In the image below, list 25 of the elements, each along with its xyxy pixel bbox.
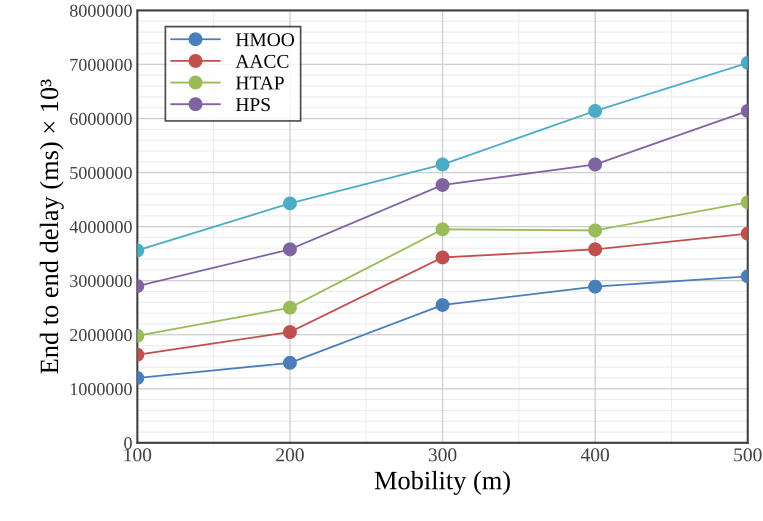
point — [436, 298, 450, 312]
legend-label: HTAP — [236, 76, 284, 90]
point — [436, 178, 450, 192]
point — [436, 158, 450, 172]
y-tick-label: 8000000 — [70, 4, 132, 17]
y-tick-label: 1000000 — [70, 383, 132, 396]
y-tick-label: 0 — [124, 437, 132, 450]
x-tick-label: 500 — [734, 448, 762, 462]
point — [436, 222, 450, 236]
x-tick-label: 100 — [124, 448, 152, 462]
legend-label: HMOO — [236, 33, 294, 46]
y-tick-label: 5000000 — [70, 166, 132, 180]
y-tick-label: 6000000 — [70, 112, 132, 125]
y-axis-title: End to end delay (ms) × 10³ — [40, 79, 64, 374]
y-tick-label: 3000000 — [70, 274, 132, 288]
y-tick-label: 7000000 — [70, 58, 132, 71]
point — [436, 250, 450, 264]
x-tick-label: 200 — [276, 448, 304, 462]
x-tick-label: 300 — [428, 448, 456, 462]
x-axis-title: Mobility (m) — [374, 470, 510, 495]
y-tick-label: 2000000 — [70, 329, 132, 342]
legend-label: HPS — [236, 98, 270, 112]
x-tick-label: 400 — [580, 448, 609, 462]
legend-label: AACC — [236, 54, 288, 68]
y-tick-label: 4000000 — [70, 220, 132, 234]
